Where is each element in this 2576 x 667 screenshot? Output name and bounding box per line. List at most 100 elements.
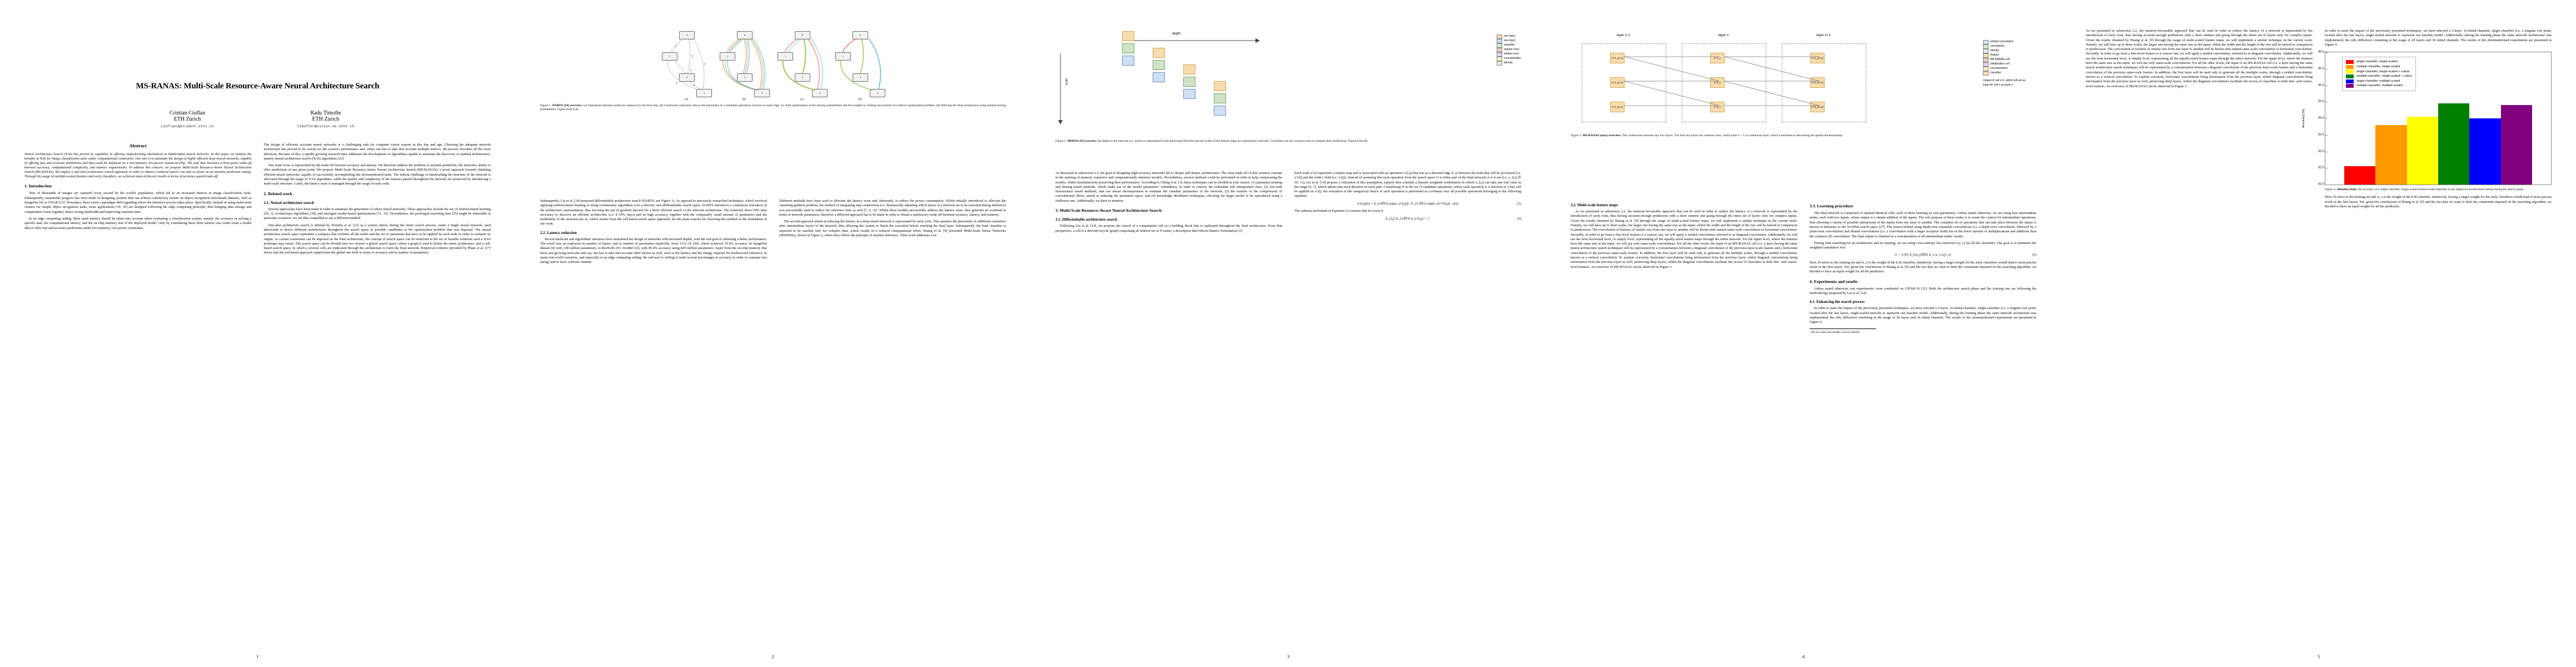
legend-swatch-icon — [1496, 61, 1502, 66]
feature-block — [1153, 48, 1165, 58]
darts-node-1: 1 — [662, 52, 677, 61]
chart-y-tick: 96.0 — [2318, 50, 2324, 54]
chart-legend-swatch-icon — [2346, 84, 2354, 88]
svg-text:?: ? — [691, 56, 694, 59]
paragraph: Subsequently, Liu et al. [14] proposed d… — [540, 199, 767, 226]
section-heading-msranas: 3. Multi-Scale Resource-Aware Neural Arc… — [1055, 208, 1162, 213]
depth-axis-label: depth — [1172, 32, 1181, 36]
cell-node: C^2_{n+1} — [1810, 77, 1825, 88]
paragraph: Following Liu et al. [14], we propose th… — [1055, 224, 1282, 233]
paragraph: Each node x^(i) represents a feature map… — [1294, 171, 1521, 198]
darts-cell: 0 1 2 3 — [718, 31, 771, 97]
cell-node: C^3_n — [1710, 102, 1725, 112]
chart-bar — [2375, 125, 2407, 185]
paragraph: Several approaches have been made in ord… — [263, 207, 491, 221]
darts-edges-a: ??? ??? — [667, 38, 706, 91]
chart-legend-label: single-classifier, single-scaled — [2356, 60, 2398, 64]
subsection-heading-enhancing-search: 4.1. Enhancing the search process — [1810, 300, 1865, 305]
legend-swatch-icon — [1983, 62, 1989, 67]
equation-number: (2) — [1517, 216, 1521, 221]
chart-legend-label: multiple-classifier, single-scaled — [2356, 64, 2400, 68]
feature-block — [1214, 106, 1226, 116]
darts-node-3: 3 — [870, 89, 885, 97]
page-2-columns: Subsequently, Liu et al. [14] proposed d… — [540, 199, 1006, 637]
page-number: 3 — [1287, 654, 1290, 659]
legend-item: initialization cell — [1983, 62, 2031, 67]
svg-text:?: ? — [675, 46, 677, 49]
figure-4: Accuracy [%] 96.0 95.5 95.0 94.5 94.0 93.5 93.… — [2302, 51, 2552, 192]
chart-bar — [2500, 105, 2532, 185]
legend-item: concatenation — [1496, 57, 1521, 61]
page-title: MS-RANAS: Multi-Scale Resource-Aware Neu… — [136, 82, 380, 91]
legend-swatch-icon — [1983, 71, 1989, 76]
layer-box-n-1: C^1_{n-1} C^2_{n-1} C^3_{n-1} — [1582, 43, 1666, 122]
chart-y-tick: 94.5 — [2318, 99, 2324, 103]
chart-y-tick: 93.5 — [2318, 133, 2324, 137]
author-affiliation: ETH Zurich — [312, 116, 340, 122]
feature-block — [1183, 64, 1195, 74]
column-right: Different methods have been used to alle… — [779, 199, 1006, 637]
chart-y-tick: 93.0 — [2318, 150, 2324, 153]
chart-legend-label: single-classifier, multiple-scaled — [2356, 79, 2400, 83]
legend-item: regular conv. — [1496, 48, 1521, 52]
darts-cell: 0 1 2 3 — [775, 31, 829, 97]
subcaption-a: (a) — [684, 98, 689, 101]
legend-swatch-icon — [1983, 58, 1989, 62]
section-heading-related-work: 2. Related work — [263, 191, 292, 196]
page-4-columns: 3.2. Multi-scale feature maps As we pres… — [1571, 199, 2036, 637]
author-email: cioflanc@student.ethz.ch — [161, 125, 214, 128]
paragraph: As discussed in subsection 2.2, the goal… — [1055, 171, 1282, 203]
chart-y-tick: 95.5 — [2318, 67, 2324, 71]
subcaption-c: (c) — [800, 98, 804, 101]
darts-node-3: 3 — [812, 89, 828, 97]
chart-legend-label: single-classifier, single-scaled + cutou… — [2356, 69, 2410, 73]
msdnet-column — [1214, 81, 1226, 116]
figure-2-legend: one layer raw input classifier regular c… — [1496, 34, 1521, 66]
author-block: Cristian Cioflan ETH Zurich cioflanc@stu… — [24, 110, 491, 128]
paragraph: The design of efficient, accurate neural… — [263, 143, 491, 161]
subsection-heading-nas: 2.1. Neural architecture search — [263, 201, 315, 205]
paragraph: One main focus is represented by the tra… — [263, 163, 491, 186]
column-left: As discussed in subsection 2.2, the goal… — [1055, 171, 1282, 637]
page-4: layer n-1 layer n layer n+1 C^1_{n-1} C^… — [1546, 0, 2061, 667]
column-left: Abstract Neural Architecture Search (NAS… — [24, 143, 252, 667]
section-heading-introduction: 1. Introduction — [24, 183, 52, 189]
darts-panel-d: 0 1 2 3 (d) — [833, 31, 886, 101]
layer-label-n-1: layer n-1 — [1616, 33, 1631, 37]
chart-y-axis-label: Accuracy [%] — [2302, 109, 2306, 128]
figure-3-note: Output of cell n-1, which will act as in… — [1983, 79, 2026, 87]
chart-legend-swatch-icon — [2346, 74, 2354, 78]
paragraph: In order to asses the impact of the prev… — [1810, 306, 2036, 325]
feature-block — [1122, 31, 1134, 41]
page-3-columns: As discussed in subsection 2.2, the goal… — [1055, 171, 1521, 637]
chart-y-tick: 94.0 — [2318, 116, 2324, 120]
feature-block — [1153, 60, 1165, 70]
layer-box-n+1: C^1_{n+1} C^2_{n+1} C^3_{n+1} — [1782, 43, 1866, 122]
darts-node-1: 1 — [778, 52, 793, 61]
msdnet-diagram: depth scale — [1055, 31, 1521, 137]
cell-node: C^1_{n+1} — [1810, 53, 1825, 63]
chart-y-tick: 92.0 — [2318, 182, 2324, 186]
cell-node: C^1_{n-1} — [1610, 53, 1625, 63]
darts-edges-b — [723, 38, 765, 91]
legend-swatch-icon — [1983, 44, 1989, 49]
layer-label-n: layer n — [1718, 33, 1729, 37]
legend-item: one layer — [1496, 34, 1521, 39]
scale-axis-label: scale — [1065, 78, 1069, 86]
author-name: Radu Timofte — [310, 110, 341, 116]
figure-3-caption: Figure 3. MS-RANAS (ours) overview: The … — [1571, 134, 1843, 137]
cell-node: C^2_n — [1710, 77, 1725, 88]
darts-node-0: 0 — [737, 31, 753, 39]
darts-node-1: 1 — [835, 52, 851, 61]
legend-item: MS-RANAS cell — [1983, 58, 2031, 62]
author-affiliation: ETH Zurich — [173, 116, 201, 122]
feature-block — [1214, 81, 1226, 91]
chart-legend-item: multiple-classifier, single-scaled — [2346, 64, 2412, 69]
legend-swatch-icon — [1983, 53, 1989, 58]
author-1: Radu Timofte ETH Zurich timofter@vision.… — [297, 110, 355, 128]
paragraph: The softmax performed in Equation (1) en… — [1294, 209, 1383, 213]
equation-1: ō^(i,j)(x) = Σ_{o∈O} exp(α_o^(i,j)) / Σ_… — [1357, 201, 1521, 206]
svg-text:?: ? — [704, 63, 706, 67]
equation-3: L = 1/|D| Σ_{(x,y)∈D} Σ_s w_s L(y_s) (3) — [1895, 253, 2036, 257]
page-5: As we presented in subsection 2.2, the m… — [2061, 0, 2576, 667]
